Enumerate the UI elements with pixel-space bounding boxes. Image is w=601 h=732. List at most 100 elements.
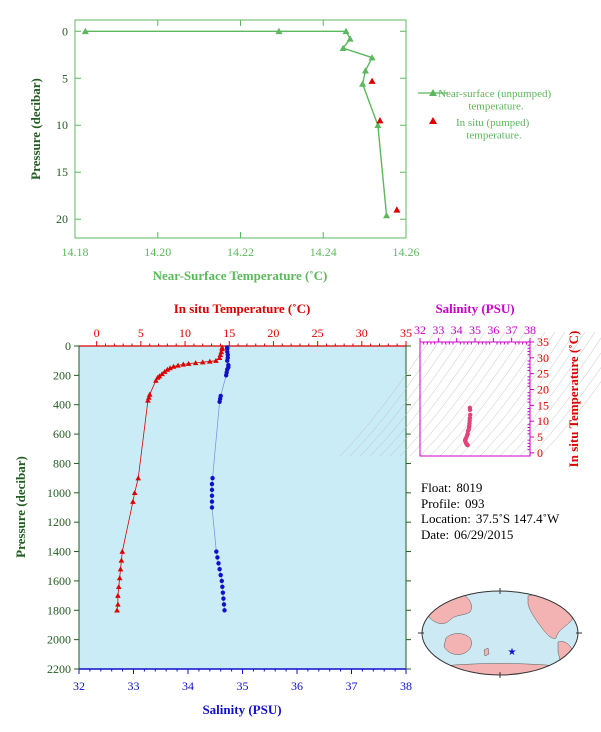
- salinity-tick-label: 37: [346, 679, 358, 693]
- temperature-tick-label: 30: [356, 326, 368, 340]
- temperature-tick-label: 5: [138, 326, 144, 340]
- near-surface-point: [81, 27, 89, 35]
- temperature-point: [161, 368, 168, 374]
- near-surface-line: [85, 30, 388, 216]
- temperature-tick-label: 10: [179, 326, 191, 340]
- date-row: Date: 06/29/2015: [421, 527, 559, 543]
- temperature-point: [216, 354, 223, 360]
- pressure-tick-label: 600: [53, 427, 71, 441]
- pressure-tick-label: 2200: [47, 662, 71, 676]
- temperature-point: [217, 352, 224, 358]
- profile-label: Profile:: [421, 495, 460, 511]
- salinity-point: [210, 475, 215, 481]
- ts-density-contour: [339, 331, 436, 457]
- profile-plot-area: [79, 346, 406, 669]
- ts-density-contour: [429, 331, 526, 457]
- near-surface-y-axis-label: Pressure (decibar): [28, 78, 43, 180]
- salinity-point: [223, 373, 229, 378]
- salinity-tick-label: 35: [237, 679, 249, 693]
- pressure-tick-label: 1400: [47, 545, 71, 559]
- land-new-zealand: [483, 647, 490, 657]
- near-surface-point: [359, 80, 367, 87]
- location-row: Location: 37.5˚S 147.4˚W: [421, 511, 559, 527]
- temperature-point: [170, 363, 177, 369]
- profile-y-axis-label: Pressure (decibar): [13, 456, 28, 558]
- near-surface-point: [339, 44, 347, 51]
- salinity-point: [209, 505, 215, 510]
- temperature-point: [175, 362, 181, 368]
- ts-y-tick-label: 5: [537, 430, 543, 444]
- float-row: Float: 8019: [421, 480, 559, 496]
- temperature-point: [131, 490, 138, 496]
- salinity-point: [222, 608, 227, 613]
- temperature-tick-label: 15: [223, 326, 235, 340]
- temperature-tick-label: 25: [312, 326, 324, 340]
- temperature-point: [153, 377, 159, 383]
- location-map: ★: [418, 588, 582, 678]
- salinity-point: [225, 358, 230, 363]
- temperature-point: [115, 601, 121, 607]
- temperature-point: [115, 592, 121, 598]
- temperature-point: [146, 394, 152, 400]
- ts-y-tick-label: 15: [537, 398, 549, 412]
- ts-x-tick-label: 36: [487, 323, 499, 337]
- ts-density-contour: [499, 331, 596, 457]
- pressure-tick-label: 1200: [47, 515, 71, 529]
- location-label: Location:: [421, 511, 471, 526]
- near-surface-x-tick-label: 14.22: [227, 245, 254, 259]
- temperature-point: [130, 498, 136, 504]
- ts-density-contour: [439, 331, 536, 457]
- salinity-point: [220, 590, 226, 595]
- pressure-tick-label: 0: [65, 339, 71, 353]
- temperature-point: [213, 357, 219, 363]
- float-label: Float:: [421, 480, 452, 495]
- pressure-tick-label: 200: [53, 368, 71, 382]
- salinity-point: [214, 549, 219, 554]
- temperature-point: [219, 346, 225, 352]
- pressure-tick-label: 2000: [47, 633, 71, 647]
- near-surface-point: [361, 67, 369, 74]
- ts-x-tick-label: 37: [506, 323, 518, 337]
- pumped-point: [376, 117, 384, 124]
- legend-pumped-label: In situ (pumped) temperature.: [456, 117, 532, 142]
- pumped-point: [368, 77, 376, 84]
- ts-density-contour: [539, 381, 601, 457]
- ts-x-tick-label: 38: [524, 323, 536, 337]
- ts-y-tick-label: 0: [537, 446, 543, 460]
- temperature-point: [192, 360, 199, 366]
- ts-plot-area: [419, 341, 531, 457]
- ts-y-axis-label: In situ Temperature (˚C): [566, 331, 581, 468]
- near-surface-series: [81, 27, 401, 219]
- salinity-point: [215, 555, 220, 560]
- near-surface-y-tick-label: 20: [56, 212, 68, 226]
- temperature-point: [218, 349, 225, 355]
- ts-y-tick-label: 20: [537, 383, 549, 397]
- temperature-point: [114, 607, 120, 613]
- ts-density-contour: [389, 331, 486, 457]
- salinity-point: [221, 596, 226, 601]
- temperature-point: [185, 360, 192, 366]
- ts-point: [465, 443, 470, 448]
- salinity-point: [219, 578, 224, 584]
- near-surface-y-tick-label: 5: [62, 71, 68, 85]
- ts-x-tick-label: 34: [451, 323, 463, 337]
- near-surface-point: [368, 54, 376, 61]
- ts-density-contour: [369, 331, 466, 457]
- ts-x-tick-label: 33: [432, 323, 444, 337]
- pressure-tick-label: 1000: [47, 486, 71, 500]
- near-surface-point: [275, 27, 283, 35]
- salinity-point: [209, 481, 215, 487]
- legend-surface-marker: [429, 89, 437, 96]
- salinity-tick-label: 32: [73, 679, 85, 693]
- near-surface-x-tick-label: 14.24: [310, 245, 337, 259]
- ts-density-contour: [469, 331, 566, 457]
- near-surface-y-tick-label: 10: [56, 118, 68, 132]
- salinity-point: [217, 566, 222, 572]
- temperature-point: [180, 361, 187, 367]
- near-surface-point: [342, 27, 350, 35]
- ts-y-tick-label: 35: [537, 335, 549, 349]
- ts-y-tick-label: 10: [537, 414, 549, 428]
